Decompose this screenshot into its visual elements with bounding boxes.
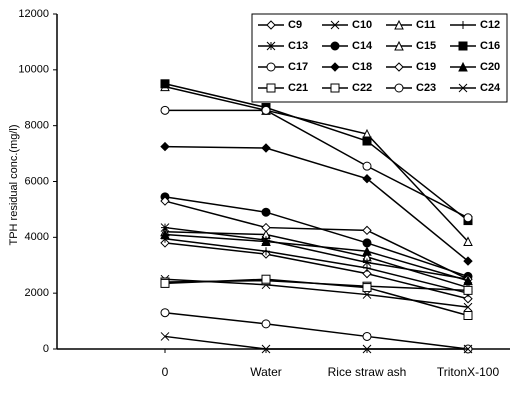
y-tick-label: 10000 [18, 64, 49, 76]
marker [463, 302, 473, 312]
y-tick-label: 8000 [25, 120, 49, 132]
marker [266, 41, 276, 51]
marker [266, 62, 276, 72]
marker [463, 311, 473, 320]
series-line [164, 200, 469, 280]
series-line [164, 145, 469, 262]
marker [463, 236, 473, 247]
marker [362, 283, 372, 293]
legend-label: C22 [352, 82, 372, 94]
y-axis-label: TPH residual conc.(mg/l) [8, 124, 20, 245]
marker [160, 238, 170, 248]
marker [261, 222, 271, 233]
marker [261, 236, 271, 247]
legend-label: C23 [416, 82, 436, 94]
legend-label: C20 [480, 61, 500, 73]
series-line [164, 83, 469, 222]
legend-label: C16 [480, 40, 500, 52]
legend-box [251, 13, 508, 103]
marker [394, 40, 404, 51]
marker [262, 247, 270, 256]
y-tick-label: 0 [43, 343, 49, 355]
marker [463, 294, 473, 304]
legend-label: C13 [288, 40, 308, 52]
y-tick-label: 6000 [25, 175, 49, 187]
legend-label: C15 [416, 40, 436, 52]
marker [160, 308, 170, 318]
legend-label: C12 [480, 19, 500, 31]
marker [362, 268, 372, 279]
marker [362, 344, 372, 354]
marker [394, 62, 404, 72]
marker [261, 105, 271, 115]
x-tick-label: Rice straw ash [327, 365, 407, 379]
legend-label: C21 [288, 82, 308, 94]
marker [362, 225, 372, 236]
marker [330, 83, 340, 93]
legend-label: C11 [416, 19, 436, 31]
marker [160, 79, 170, 89]
marker [394, 19, 404, 30]
marker [160, 278, 170, 288]
marker [362, 136, 372, 146]
x-tick-label: 0 [161, 365, 169, 379]
x-tick-label: TritonX-100 [436, 365, 500, 379]
series-line [164, 311, 469, 350]
series-line [164, 335, 468, 350]
series-line [164, 242, 469, 300]
legend-label: C14 [352, 40, 373, 52]
legend-label: C18 [352, 61, 372, 73]
y-tick-label: 4000 [25, 231, 49, 243]
legend-label: C24 [480, 82, 501, 94]
marker [261, 274, 271, 284]
marker [261, 207, 271, 217]
x-tick-label: Water [250, 365, 282, 379]
marker [160, 332, 170, 341]
legend-label: C9 [288, 19, 302, 31]
marker [463, 275, 473, 286]
marker [362, 238, 372, 248]
marker [394, 83, 404, 93]
marker [330, 41, 340, 51]
series-line [165, 109, 469, 219]
marker [458, 83, 468, 93]
y-tick-label: 2000 [25, 287, 49, 299]
series-line [164, 233, 469, 282]
legend-label: C17 [288, 61, 308, 73]
marker [160, 229, 170, 240]
marker [160, 141, 170, 152]
marker [160, 223, 170, 232]
y-tick-label: 12000 [18, 8, 49, 20]
marker [463, 213, 473, 223]
series-line [164, 196, 469, 278]
marker [463, 344, 473, 354]
marker [160, 105, 170, 115]
series-line [164, 226, 469, 280]
marker [463, 285, 473, 295]
marker [362, 258, 372, 267]
marker [459, 21, 467, 29]
marker [266, 20, 276, 30]
marker [362, 161, 372, 171]
marker [330, 62, 340, 72]
legend-label: C10 [352, 19, 372, 31]
marker [362, 331, 372, 341]
marker [362, 246, 372, 256]
marker [463, 256, 473, 266]
series-line [164, 278, 469, 317]
marker [266, 83, 276, 93]
marker [362, 174, 372, 184]
marker [261, 143, 271, 153]
marker [160, 196, 170, 206]
legend-label: C19 [416, 61, 436, 73]
marker [458, 61, 468, 72]
marker [330, 20, 340, 30]
marker [261, 344, 271, 354]
series-line [164, 85, 469, 243]
marker [261, 319, 271, 329]
marker [458, 41, 468, 51]
series-line [164, 237, 469, 294]
